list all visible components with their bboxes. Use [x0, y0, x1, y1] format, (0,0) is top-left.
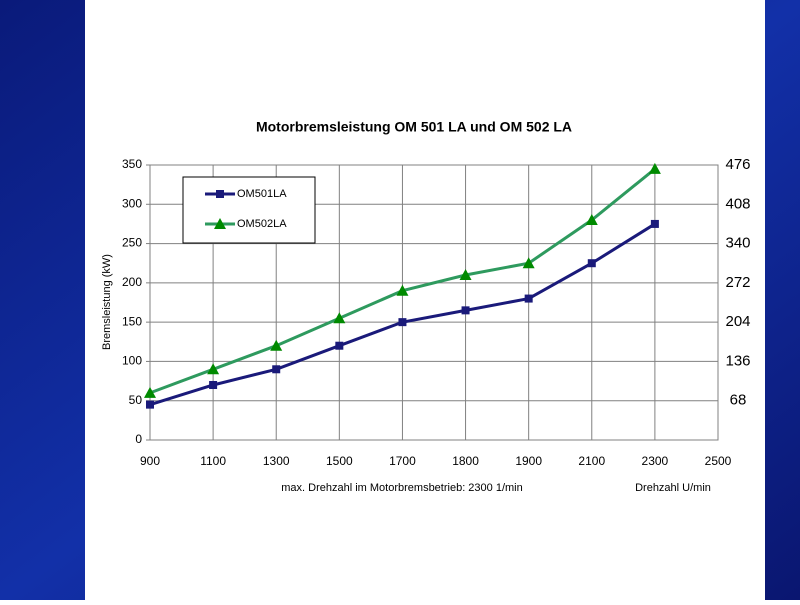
point	[214, 218, 226, 229]
y2-tick-label: 476	[725, 156, 750, 173]
point	[585, 214, 598, 225]
y2-tick-label: 340	[725, 235, 750, 252]
slide-panel	[85, 0, 765, 600]
y-tick-label: 50	[129, 393, 143, 407]
y-axis-title: Bremsleistung (kW)	[101, 254, 113, 350]
y-tick-label: 250	[122, 236, 142, 250]
x-tick-label: 1500	[326, 454, 353, 468]
point	[207, 363, 220, 375]
y2-tick-label: 68	[730, 392, 747, 409]
y2-tick-label: 272	[725, 274, 750, 291]
point	[335, 341, 344, 350]
point	[146, 400, 154, 409]
x-tick-label: 900	[140, 454, 160, 468]
x-tick-label: 2300	[642, 454, 669, 468]
point	[209, 381, 218, 389]
y-tick-label: 150	[122, 314, 142, 328]
point	[398, 318, 407, 327]
x-tick-label: 2500	[705, 454, 732, 468]
y-tick-label: 200	[122, 275, 142, 289]
point	[650, 219, 659, 228]
legend-label: OM501LA	[237, 188, 287, 200]
x-tick-label: 1800	[452, 454, 479, 468]
point	[461, 306, 470, 315]
y-tick-label: 350	[122, 157, 142, 171]
x-tick-label: 1100	[200, 454, 226, 468]
x-tick-label: 1900	[515, 454, 542, 468]
y-tick-label: 0	[135, 432, 142, 446]
point	[522, 257, 535, 269]
x-tick-label: 1700	[389, 454, 416, 468]
x-tick-label: 1300	[263, 454, 290, 468]
y-tick-label: 100	[122, 354, 142, 368]
legend-label: OM502LA	[237, 218, 287, 230]
point	[144, 386, 156, 398]
point	[333, 312, 346, 324]
x-tick-label: 2100	[578, 454, 605, 468]
point	[216, 190, 224, 198]
point	[272, 365, 281, 374]
y2-tick-label: 204	[725, 313, 750, 330]
legend-box	[182, 176, 316, 244]
point	[648, 162, 661, 174]
annotation: Drehzahl U/min	[635, 482, 711, 494]
point	[396, 284, 409, 296]
y-tick-label: 300	[122, 196, 142, 210]
y2-tick-label: 136	[725, 352, 750, 369]
y2-tick-label: 408	[725, 195, 750, 212]
point	[524, 294, 533, 303]
point	[270, 339, 283, 351]
annotation: max. Drehzahl im Motorbremsbetrieb: 2300…	[281, 482, 522, 494]
chart-title: Motorbremsleistung OM 501 LA und OM 502 …	[256, 119, 572, 135]
point	[459, 269, 472, 280]
plot-border	[149, 164, 719, 441]
point	[587, 259, 596, 268]
